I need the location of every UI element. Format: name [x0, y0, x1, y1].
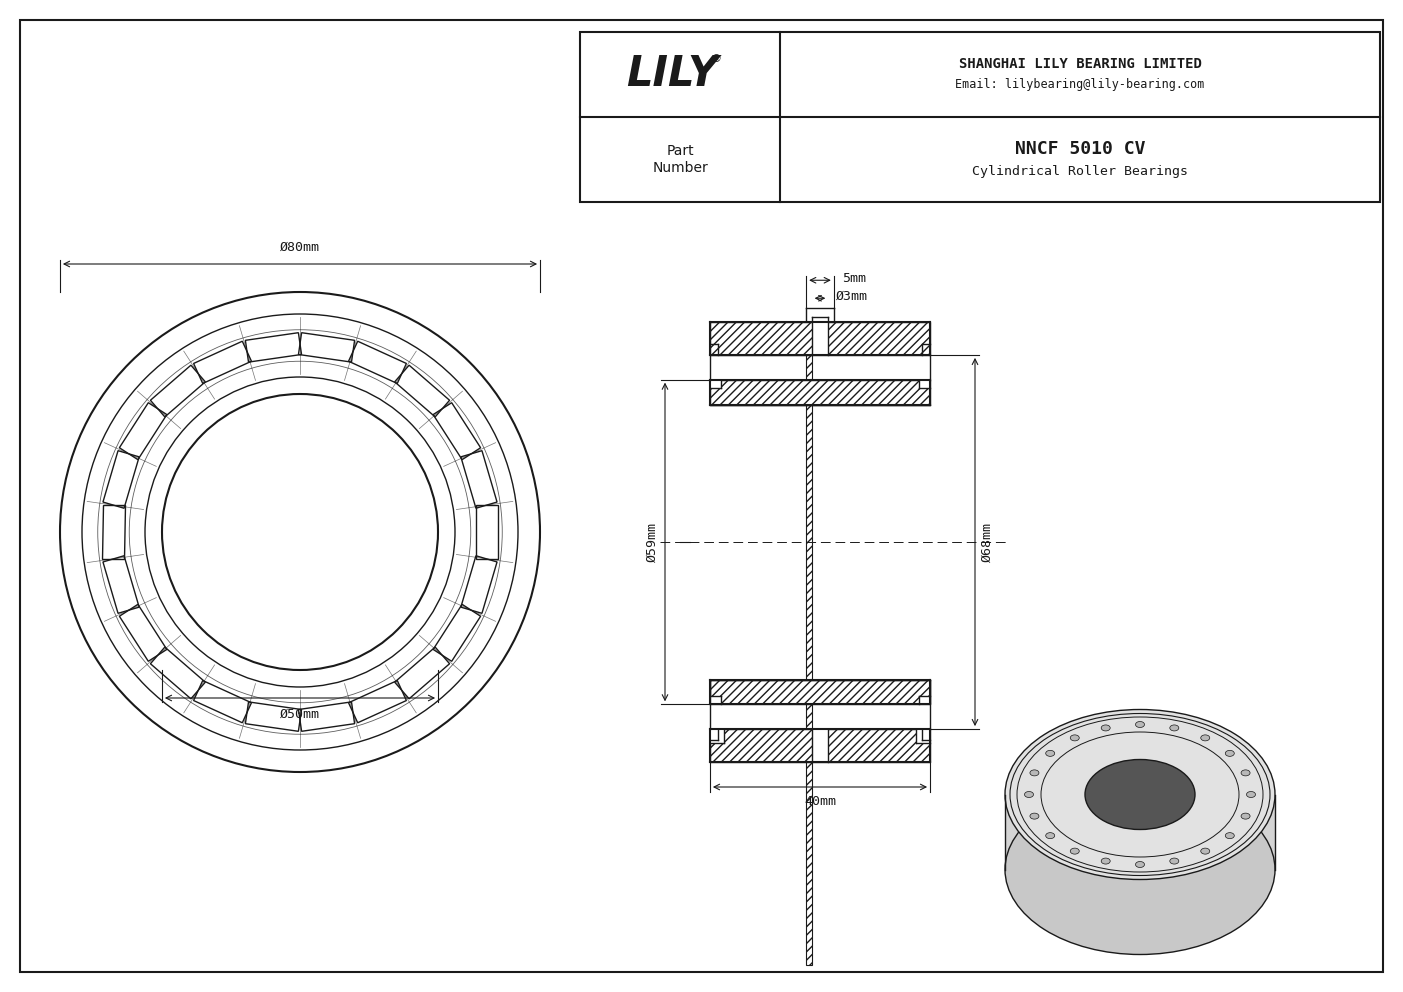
Text: Ø50mm: Ø50mm: [281, 708, 320, 721]
Bar: [194, 341, 251, 384]
Bar: [710, 322, 730, 355]
Ellipse shape: [1170, 725, 1179, 731]
Text: Ø80mm: Ø80mm: [281, 241, 320, 254]
Bar: [710, 696, 721, 704]
Bar: [102, 505, 125, 558]
Bar: [394, 365, 449, 417]
Bar: [710, 729, 930, 762]
Bar: [710, 322, 930, 355]
Bar: [730, 322, 807, 355]
Bar: [460, 450, 497, 508]
Bar: [434, 604, 481, 662]
Ellipse shape: [1101, 858, 1110, 864]
Text: NNCF 5010 CV: NNCF 5010 CV: [1014, 141, 1145, 159]
Bar: [348, 681, 407, 723]
Ellipse shape: [1005, 709, 1275, 880]
Text: ®: ®: [710, 55, 721, 64]
Bar: [299, 702, 355, 731]
Ellipse shape: [1201, 848, 1209, 854]
Text: Ø3mm: Ø3mm: [836, 290, 868, 303]
Text: 40mm: 40mm: [804, 795, 836, 808]
Bar: [434, 403, 481, 459]
Text: LILY: LILY: [626, 54, 718, 95]
Bar: [710, 680, 930, 704]
Bar: [119, 604, 167, 662]
Bar: [299, 332, 355, 362]
Text: Ø68mm: Ø68mm: [981, 522, 993, 562]
Text: Cylindrical Roller Bearings: Cylindrical Roller Bearings: [972, 165, 1188, 178]
Bar: [919, 380, 930, 388]
Ellipse shape: [1045, 832, 1055, 838]
Ellipse shape: [1024, 792, 1034, 798]
Bar: [710, 380, 930, 405]
Bar: [194, 681, 251, 723]
Bar: [710, 380, 721, 388]
Ellipse shape: [1030, 813, 1040, 819]
Text: 5mm: 5mm: [842, 272, 866, 285]
Bar: [807, 355, 812, 964]
Ellipse shape: [1170, 858, 1179, 864]
Bar: [348, 341, 407, 384]
Ellipse shape: [1030, 770, 1040, 776]
Bar: [476, 505, 498, 558]
Ellipse shape: [1005, 785, 1275, 954]
Bar: [919, 696, 930, 704]
Bar: [119, 403, 167, 459]
Bar: [916, 729, 930, 743]
Bar: [102, 556, 139, 613]
Text: SHANGHAI LILY BEARING LIMITED: SHANGHAI LILY BEARING LIMITED: [958, 58, 1201, 71]
Bar: [246, 332, 302, 362]
Ellipse shape: [1246, 792, 1256, 798]
Bar: [812, 729, 828, 762]
Text: Part
Number: Part Number: [652, 145, 709, 175]
Bar: [150, 365, 205, 417]
Ellipse shape: [1242, 770, 1250, 776]
Ellipse shape: [1135, 861, 1145, 867]
Ellipse shape: [1045, 750, 1055, 756]
Ellipse shape: [1135, 721, 1145, 727]
Ellipse shape: [1201, 735, 1209, 741]
Ellipse shape: [1225, 750, 1235, 756]
Bar: [710, 729, 724, 743]
Ellipse shape: [1070, 848, 1079, 854]
Ellipse shape: [1242, 813, 1250, 819]
Bar: [150, 647, 205, 698]
Bar: [1005, 795, 1275, 870]
Bar: [102, 450, 139, 508]
Ellipse shape: [1225, 832, 1235, 838]
Ellipse shape: [1070, 735, 1079, 741]
Bar: [246, 702, 302, 731]
Bar: [460, 556, 497, 613]
Text: Ø59mm: Ø59mm: [645, 522, 659, 562]
Text: Email: lilybearing@lily-bearing.com: Email: lilybearing@lily-bearing.com: [955, 78, 1205, 91]
Ellipse shape: [1101, 725, 1110, 731]
Bar: [394, 647, 449, 698]
Bar: [812, 322, 828, 355]
Ellipse shape: [1085, 760, 1195, 829]
Bar: [579, 32, 1381, 202]
